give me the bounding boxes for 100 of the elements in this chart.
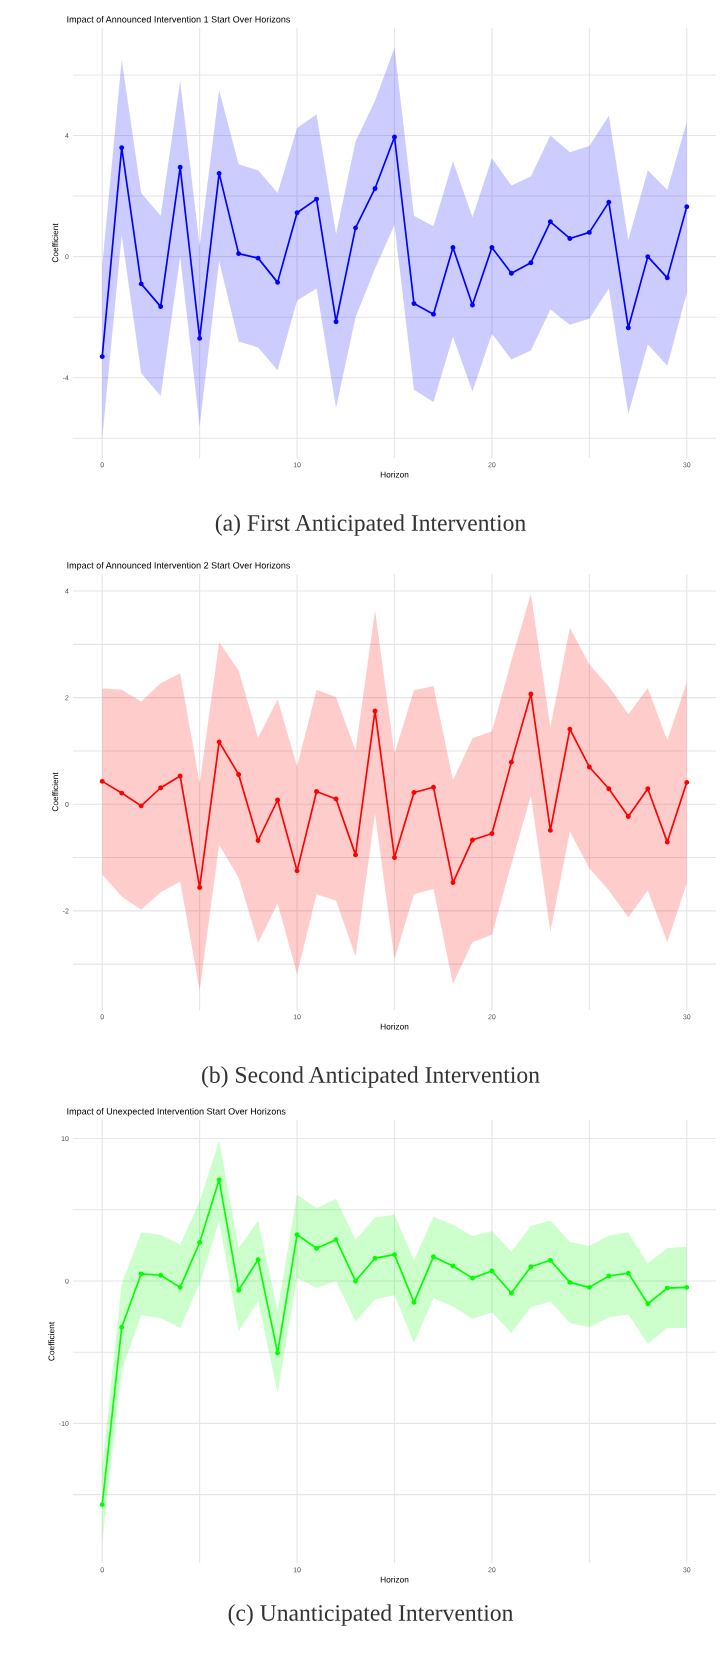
point [528, 260, 534, 266]
point [625, 325, 631, 331]
point [99, 1502, 105, 1508]
point [216, 170, 222, 176]
point [216, 1177, 222, 1183]
point [99, 778, 105, 784]
point [431, 784, 436, 790]
point [450, 245, 456, 250]
point [547, 1257, 553, 1263]
point [606, 1273, 612, 1279]
point [547, 219, 553, 225]
point [314, 789, 319, 794]
point [489, 1268, 495, 1274]
y-axis-title: Coefficient [52, 772, 59, 812]
text: (a) First Anticipated Intervention [215, 514, 526, 536]
point [547, 827, 553, 833]
point [625, 1270, 631, 1276]
point [586, 764, 592, 770]
point [119, 1324, 125, 1330]
point [606, 199, 612, 205]
point [255, 1257, 261, 1263]
point [236, 771, 242, 777]
point [372, 186, 378, 191]
point [684, 1284, 690, 1290]
point [392, 855, 397, 860]
point [372, 708, 378, 714]
point [197, 884, 203, 890]
point [489, 245, 495, 250]
point [645, 786, 651, 792]
point [528, 1264, 534, 1270]
point [664, 1285, 670, 1291]
point [216, 739, 222, 745]
chart-title: Impact of Announced Intervention 1 Start Over Horizons [67, 15, 291, 25]
point [411, 301, 417, 306]
point [606, 786, 612, 792]
point [197, 335, 203, 341]
point [489, 831, 495, 837]
point [119, 145, 125, 151]
point [275, 279, 281, 285]
point [508, 270, 514, 276]
point [158, 304, 164, 310]
point [333, 1237, 339, 1243]
x-axis-title: Horizon [380, 1023, 409, 1030]
point [450, 1263, 456, 1269]
point [314, 196, 319, 202]
point [314, 1245, 319, 1251]
point [664, 275, 670, 281]
x-axis-title: Horizon [380, 1576, 409, 1583]
point [586, 1284, 592, 1290]
x-axis-title: Horizon [380, 471, 409, 478]
point [138, 803, 144, 809]
y-axis-title: Coefficient [52, 223, 59, 263]
point [119, 790, 125, 796]
point [177, 1284, 183, 1290]
point [372, 1255, 378, 1261]
point [255, 255, 261, 261]
chart-title: Impact of Unexpected Intervention Start Over Horizons [67, 1107, 286, 1117]
point [294, 1232, 300, 1238]
point [450, 880, 456, 886]
text: (b) Second Anticipated Intervention [202, 1066, 540, 1088]
point [528, 691, 534, 697]
point [411, 790, 417, 795]
point [353, 225, 358, 231]
point [138, 281, 144, 287]
point [275, 1350, 281, 1356]
point [177, 773, 183, 779]
point [255, 838, 261, 843]
point [197, 1240, 203, 1245]
point [392, 1252, 397, 1258]
point [645, 254, 651, 260]
point [470, 302, 475, 308]
point [431, 1254, 436, 1260]
point [508, 1290, 514, 1296]
chart-title: Impact of Announced Intervention 2 Start Over Horizons [67, 561, 291, 571]
point [470, 1275, 475, 1281]
text: (c) Unanticipated Intervention [228, 1604, 514, 1626]
point [353, 1278, 358, 1284]
point [664, 839, 670, 845]
point [158, 1272, 164, 1278]
point [567, 236, 573, 241]
point [99, 354, 105, 359]
point [411, 1299, 417, 1305]
point [158, 785, 164, 791]
point [236, 251, 242, 257]
point [392, 134, 397, 140]
point [684, 204, 690, 210]
point [586, 229, 592, 235]
point [508, 759, 514, 765]
point [567, 1279, 573, 1285]
point [684, 779, 690, 785]
point [294, 868, 300, 874]
point [470, 837, 475, 843]
point [294, 210, 300, 216]
point [177, 164, 183, 170]
point [645, 1301, 651, 1307]
point [625, 814, 631, 819]
point [431, 311, 436, 317]
point [275, 797, 281, 803]
point [333, 319, 339, 325]
y-axis-title: Coefficient [48, 1321, 55, 1361]
